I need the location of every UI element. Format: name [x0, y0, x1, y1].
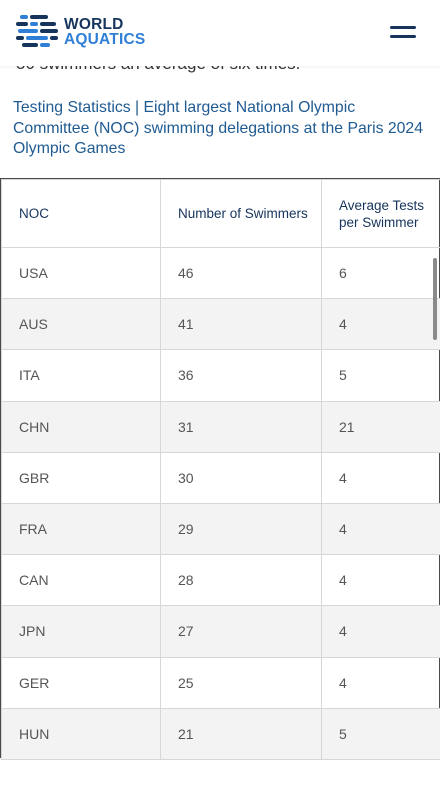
menu-bar-top: [390, 26, 416, 29]
cell-swimmers: 25: [160, 656, 322, 709]
cell-noc: USA: [1, 246, 161, 300]
table-row: HUN 21 5: [1, 707, 440, 760]
cell-noc: HUN: [1, 707, 161, 760]
cell-tests: 4: [321, 656, 440, 709]
world-aquatics-logo[interactable]: WORLD AQUATICS: [16, 12, 156, 52]
menu-bar-bottom: [390, 35, 416, 38]
cell-noc: AUS: [1, 298, 161, 351]
logo-line-aquatics: AQUATICS: [64, 31, 146, 48]
cell-tests: 6: [321, 246, 440, 300]
header-number-of-swimmers: Number of Swimmers: [160, 179, 322, 248]
header-average-tests: Average Tests per Swimmer: [321, 179, 440, 248]
cell-noc: FRA: [1, 502, 161, 556]
table-row: AUS 41 4: [1, 298, 440, 351]
logo-line-world: WORLD: [64, 16, 124, 33]
cell-noc: GBR: [1, 451, 161, 504]
cell-swimmers: 29: [160, 502, 322, 556]
cell-tests: 4: [321, 554, 440, 607]
table-row: FRA 29 4: [1, 502, 440, 556]
cell-tests: 5: [321, 707, 440, 760]
cell-noc: ITA: [1, 349, 161, 402]
table-title: Testing Statistics | Eight largest Natio…: [13, 99, 424, 157]
cell-noc: CAN: [1, 554, 161, 607]
cell-noc: GER: [1, 656, 161, 709]
cell-swimmers: 31: [160, 400, 322, 453]
cell-noc: CHN: [1, 400, 161, 453]
testing-statistics-table: NOC Number of Swimmers Average Tests per…: [1, 179, 440, 760]
cell-swimmers: 36: [160, 349, 322, 402]
table-header-row: NOC Number of Swimmers Average Tests per…: [1, 179, 440, 248]
logo-wordmark: WORLD AQUATICS: [64, 16, 146, 48]
cell-tests: 4: [321, 451, 440, 504]
table-row: USA 46 6: [1, 246, 440, 300]
table-row: CHN 31 21: [1, 400, 440, 453]
table-row: CAN 28 4: [1, 554, 440, 607]
table-row: JPN 27 4: [1, 605, 440, 658]
cell-tests: 4: [321, 298, 440, 351]
cell-swimmers: 21: [160, 707, 322, 760]
site-header: WORLD AQUATICS: [0, 0, 440, 66]
cell-tests: 21: [321, 400, 440, 453]
cell-swimmers: 28: [160, 554, 322, 607]
header-noc: NOC: [1, 179, 161, 248]
hamburger-menu-icon[interactable]: [390, 23, 418, 41]
cell-swimmers: 30: [160, 451, 322, 504]
cell-swimmers: 41: [160, 298, 322, 351]
statistics-table-container[interactable]: NOC Number of Swimmers Average Tests per…: [0, 178, 440, 760]
table-row: GBR 30 4: [1, 451, 440, 504]
cell-tests: 4: [321, 605, 440, 658]
cell-tests: 4: [321, 502, 440, 556]
cell-tests: 5: [321, 349, 440, 402]
cell-noc: JPN: [1, 605, 161, 658]
table-row: ITA 36 5: [1, 349, 440, 402]
cell-swimmers: 46: [160, 246, 322, 300]
cell-swimmers: 27: [160, 605, 322, 658]
logo-waves-icon: [16, 15, 58, 47]
table-scrollbar[interactable]: [433, 258, 437, 340]
table-row: GER 25 4: [1, 656, 440, 709]
